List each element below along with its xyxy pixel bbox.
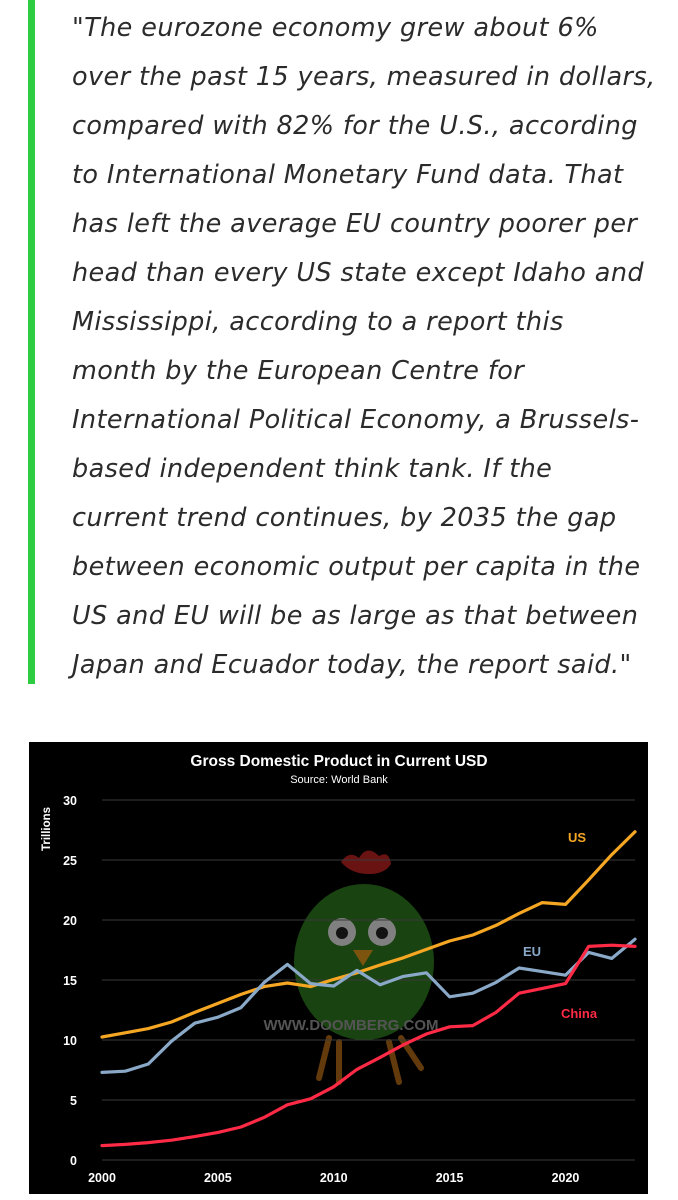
y-tick-label: 5 (70, 1094, 77, 1108)
y-tick-label: 0 (70, 1154, 77, 1168)
quote-line: based independent think tank. If the (72, 454, 553, 484)
quote-line: current trend continues, by 2035 the gap (72, 503, 617, 533)
grid (102, 799, 635, 1161)
quote-block: "The eurozone economy grew about 6% over… (28, 0, 662, 690)
quote-line: International Political Economy, a Bruss… (72, 405, 640, 435)
quote-line: head than every US state except Idaho an… (72, 258, 644, 288)
quote-line: "The eurozone economy grew about 6% (72, 13, 599, 43)
quote-line: to International Monetary Fund data. Tha… (72, 160, 624, 190)
y-tick-label: 20 (63, 914, 77, 928)
series-line-china (100, 943, 637, 1148)
series-line-us (100, 830, 637, 1039)
x-tick-label: 2010 (320, 1171, 348, 1185)
gdp-chart: Gross Domestic Product in Current USD So… (29, 742, 648, 1194)
y-axis-label: Trillions (41, 807, 53, 851)
chart-subtitle: Source: World Bank (290, 774, 388, 786)
y-tick-labels: 0 5 10 15 20 25 30 (63, 794, 77, 1168)
watermark-text: WWW.DOOMBERG.COM (264, 1017, 439, 1034)
series-label-us: US (568, 830, 586, 845)
quote-line: US and EU will be as large as that betwe… (72, 601, 639, 631)
quote-line: Mississippi, according to a report this (72, 307, 564, 337)
quote-line: Japan and Ecuador today, the report said… (72, 650, 632, 680)
y-tick-label: 10 (63, 1034, 77, 1048)
quote-line: over the past 15 years, measured in doll… (72, 62, 656, 92)
x-tick-label: 2020 (552, 1171, 580, 1185)
chart-title: Gross Domestic Product in Current USD (190, 753, 487, 770)
x-tick-label: 2000 (88, 1171, 116, 1185)
series-labels: US EU China (523, 830, 598, 1021)
quote-line: has left the average EU country poorer p… (72, 209, 638, 239)
x-tick-label: 2015 (436, 1171, 464, 1185)
quote-accent-bar (28, 0, 35, 684)
y-tick-label: 30 (63, 794, 77, 808)
quote-line: month by the European Centre for (72, 356, 525, 386)
x-tick-labels: 2000 2005 2010 2015 2020 (88, 1171, 579, 1185)
quote-text: "The eurozone economy grew about 6% over… (72, 4, 662, 690)
series-line-eu (100, 937, 637, 1074)
quote-line: between economic output per capita in th… (72, 552, 641, 582)
quote-line: compared with 82% for the U.S., accordin… (72, 111, 638, 141)
y-tick-label: 25 (63, 854, 77, 868)
series-label-eu: EU (523, 944, 541, 959)
series-lines (100, 830, 637, 1148)
doomberg-chicken-watermark: WWW.DOOMBERG.COM (264, 850, 439, 1085)
series-label-china: China (561, 1006, 598, 1021)
x-tick-label: 2005 (204, 1171, 232, 1185)
chart-canvas: Gross Domestic Product in Current USD So… (41, 753, 637, 1185)
y-tick-label: 15 (63, 974, 77, 988)
